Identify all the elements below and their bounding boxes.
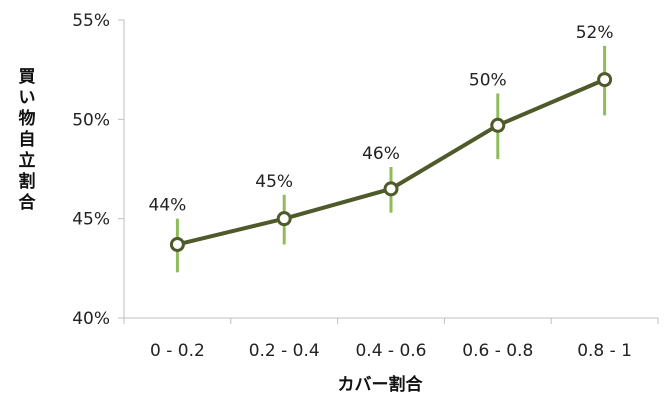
y-tick-label: 55% <box>72 11 110 31</box>
x-tick-label: 0 - 0.2 <box>150 341 205 361</box>
x-tick-labels: 0 - 0.2 0.2 - 0.4 0.4 - 0.6 0.6 - 0.8 0.8 - … <box>150 341 632 361</box>
data-points <box>169 72 613 252</box>
y-tick-label: 40% <box>72 309 110 329</box>
data-label: 46% <box>362 144 400 164</box>
data-label: 45% <box>255 172 293 192</box>
data-point <box>383 181 399 197</box>
x-tick-label: 0.6 - 0.8 <box>462 341 533 361</box>
data-label: 50% <box>469 71 507 91</box>
data-point <box>490 117 506 133</box>
x-tick-label: 0.8 - 1 <box>577 341 632 361</box>
data-label: 44% <box>149 196 187 216</box>
data-label: 52% <box>576 23 614 43</box>
data-point <box>169 236 185 252</box>
data-point <box>276 211 292 227</box>
y-axis-title: 買い物自立割合 <box>19 67 37 213</box>
data-labels: 44% 45% 46% 50% 52% <box>149 23 614 216</box>
y-tick-label: 50% <box>72 110 110 130</box>
data-point <box>597 72 613 88</box>
x-tick-label: 0.4 - 0.6 <box>355 341 426 361</box>
y-tick-label: 45% <box>72 210 110 230</box>
x-tick-label: 0.2 - 0.4 <box>249 341 320 361</box>
x-axis-title: カバー割合 <box>338 374 424 394</box>
axes <box>118 19 659 324</box>
y-tick-labels: 40% 45% 50% 55% <box>72 11 110 329</box>
